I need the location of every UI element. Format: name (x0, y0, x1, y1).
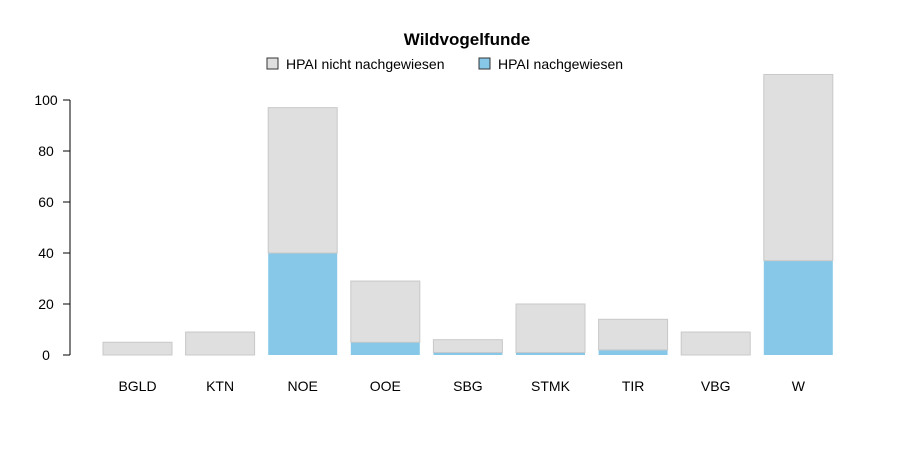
bar-ooe-not-detected (350, 280, 421, 343)
bars (102, 74, 834, 356)
y-tick-label: 100 (34, 92, 58, 108)
x-tick-label: STMK (531, 378, 571, 394)
x-tick-label: OOE (370, 378, 401, 394)
y-tick-label: 40 (38, 245, 54, 261)
y-tick-label: 0 (42, 347, 50, 363)
x-tick-label: W (792, 378, 806, 394)
bar-noe-detected (268, 253, 338, 355)
bar-stmk-not-detected (515, 303, 586, 353)
y-axis: 0 20 40 60 80 100 (34, 92, 71, 363)
y-tick-label: 60 (38, 194, 54, 210)
bar-ktn-not-detected (185, 331, 256, 356)
x-tick-label: VBG (701, 378, 731, 394)
y-tick-label: 80 (38, 143, 54, 159)
y-tick-label: 20 (38, 296, 54, 312)
bar-sbg-not-detected (432, 339, 503, 353)
bar-w-detected (763, 260, 833, 355)
x-tick-label: KTN (206, 378, 234, 394)
bar-ooe-detected (350, 342, 420, 355)
legend: HPAI nicht nachgewiesen HPAI nachgewiese… (266, 56, 623, 72)
legend-label-detected: HPAI nachgewiesen (498, 56, 623, 72)
x-tick-label: SBG (453, 378, 483, 394)
legend-label-not-detected: HPAI nicht nachgewiesen (286, 56, 445, 72)
chart-title: Wildvogelfunde (404, 30, 530, 49)
bar-w-not-detected (763, 74, 834, 262)
bar-bgld-not-detected (102, 341, 173, 356)
bar-noe-not-detected (267, 107, 338, 254)
legend-swatch-not-detected (266, 57, 279, 70)
x-axis-labels: BGLD KTN NOE OOE SBG STMK TIR VBG W (118, 378, 805, 394)
bar-tir-detected (598, 349, 668, 355)
bar-vbg-not-detected (680, 331, 751, 356)
x-tick-label: TIR (622, 378, 645, 394)
bar-tir-not-detected (598, 318, 669, 351)
x-tick-label: BGLD (118, 378, 156, 394)
bar-stmk-detected (516, 352, 585, 355)
legend-swatch-detected (478, 57, 491, 70)
bar-sbg-detected (433, 352, 503, 355)
x-tick-label: NOE (288, 378, 318, 394)
